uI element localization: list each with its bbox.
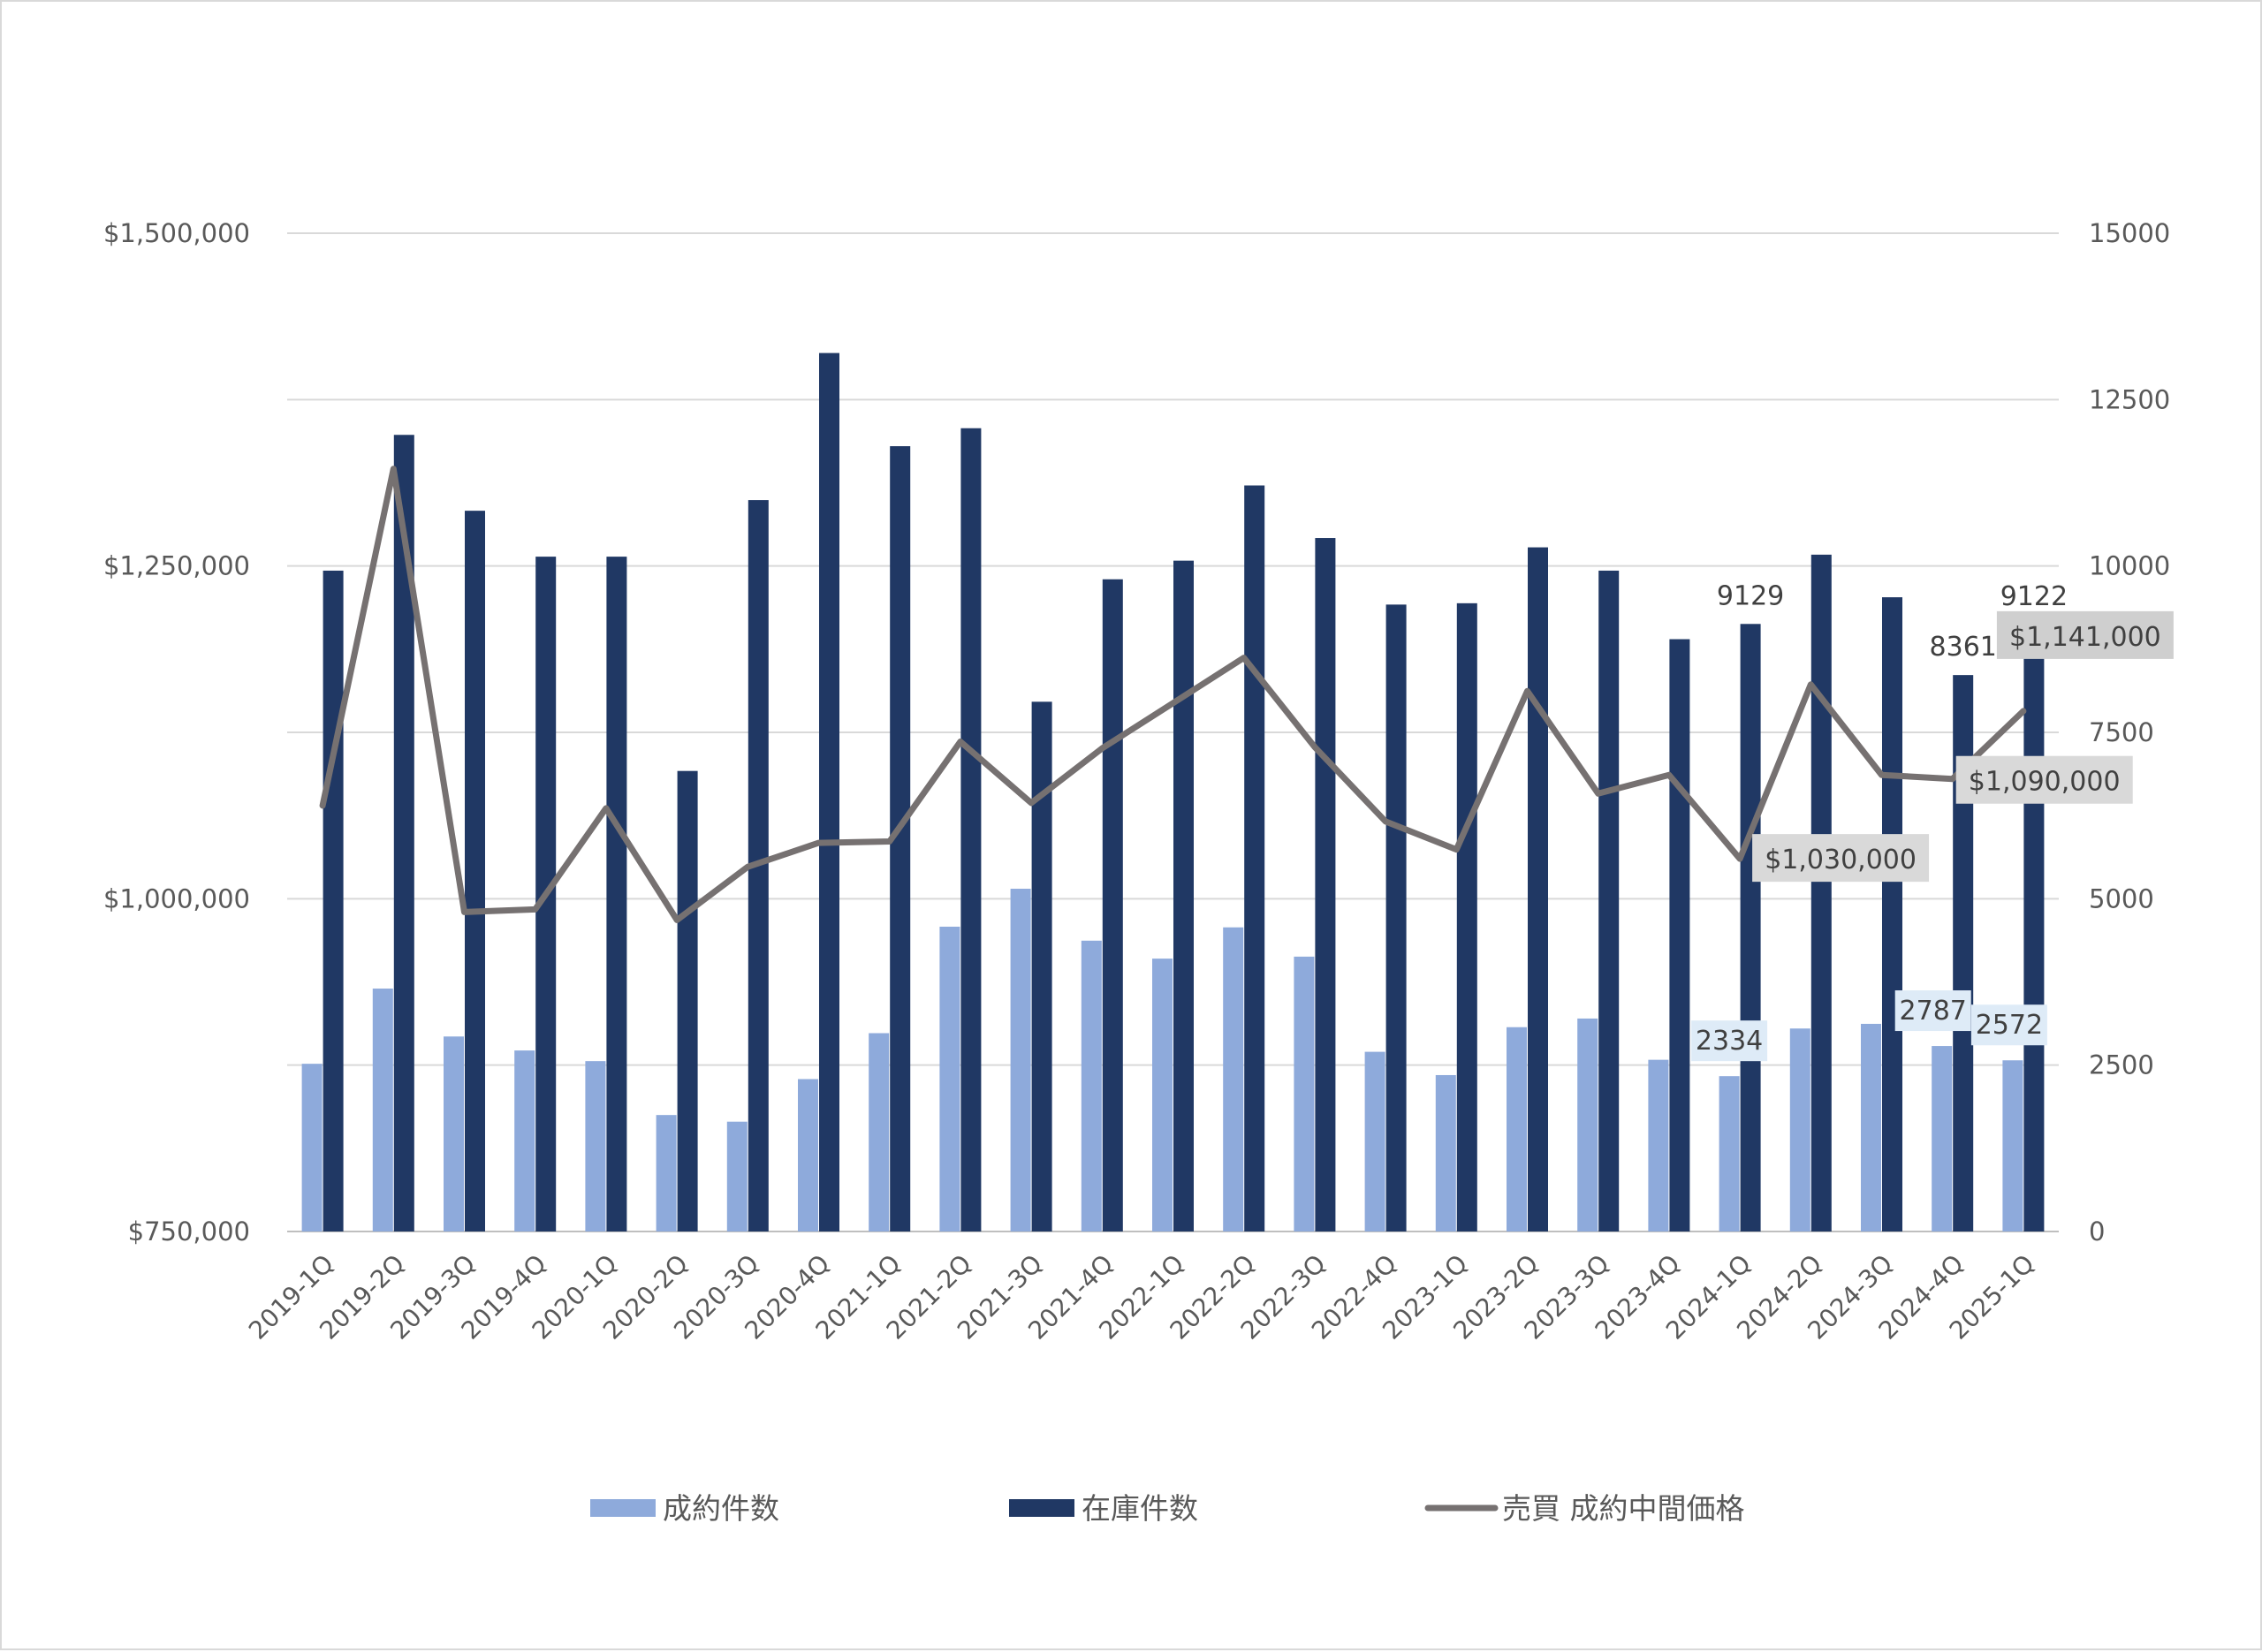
data-label-deals: 2334 bbox=[1696, 1026, 1763, 1057]
y-right-tick-label: 2500 bbox=[2089, 1050, 2154, 1080]
data-label-deals: 2572 bbox=[1976, 1010, 2043, 1041]
bar-deals bbox=[1435, 1074, 1456, 1231]
price-line bbox=[319, 466, 2027, 923]
bar-deals bbox=[1507, 1027, 1527, 1231]
bar-inventory bbox=[1031, 701, 1052, 1231]
y-right-tick-label: 15000 bbox=[2089, 218, 2170, 248]
data-label-box bbox=[1691, 1020, 1768, 1062]
price-label-box bbox=[1752, 834, 1930, 883]
bar-deals bbox=[1932, 1046, 1953, 1231]
y-right-tick-label: 12500 bbox=[2089, 384, 2170, 414]
bar-deals bbox=[1294, 956, 1315, 1231]
legend-label-price: 売買 成約中間価格 bbox=[1502, 1491, 1745, 1526]
bar-inventory bbox=[819, 352, 839, 1232]
y-right-tick-label: 10000 bbox=[2089, 551, 2170, 581]
bar-inventory bbox=[1740, 624, 1761, 1231]
y-right-tick-label: 0 bbox=[2089, 1216, 2105, 1247]
data-label-inventory: 9122 bbox=[2000, 581, 2068, 612]
bar-deals bbox=[1789, 1028, 1810, 1231]
bar-inventory bbox=[1385, 604, 1407, 1231]
bar-deals bbox=[301, 1064, 323, 1231]
y-right-tick-label: 7500 bbox=[2089, 717, 2154, 747]
y-left-tick-label: $1,500,000 bbox=[103, 218, 250, 248]
bar-inventory bbox=[1882, 597, 1902, 1231]
legend-swatch-deals bbox=[590, 1499, 656, 1517]
bar-deals bbox=[514, 1050, 535, 1231]
data-label-price: $1,141,000 bbox=[2009, 622, 2161, 653]
bar-inventory bbox=[606, 557, 627, 1231]
bar-inventory bbox=[465, 511, 485, 1231]
bar-deals bbox=[726, 1121, 748, 1231]
bar-deals bbox=[585, 1061, 606, 1231]
bar-inventory bbox=[1244, 485, 1265, 1231]
data-label-inventory: 8361 bbox=[1930, 632, 1997, 663]
bar-inventory bbox=[323, 570, 344, 1231]
bar-inventory bbox=[1456, 602, 1477, 1231]
bar-deals bbox=[1719, 1076, 1740, 1231]
bar-deals bbox=[1577, 1018, 1598, 1231]
bar-deals bbox=[869, 1033, 890, 1231]
bar-inventory bbox=[677, 770, 698, 1231]
y-left-tick-label: $1,250,000 bbox=[103, 551, 250, 581]
bar-inventory bbox=[890, 446, 911, 1232]
bar-inventory bbox=[1102, 579, 1123, 1231]
bar-inventory bbox=[393, 435, 414, 1231]
bar-deals bbox=[939, 926, 960, 1231]
bar-deals bbox=[1861, 1023, 1881, 1231]
bar-deals bbox=[1223, 927, 1244, 1231]
bar-deals bbox=[444, 1036, 464, 1231]
data-label-price: $1,030,000 bbox=[1765, 845, 1917, 875]
legend-swatch-inventory bbox=[1009, 1499, 1074, 1517]
bar-inventory bbox=[1598, 570, 1620, 1231]
bar-inventory bbox=[960, 428, 982, 1231]
price-label-box bbox=[1996, 610, 2174, 659]
price-label-box bbox=[1955, 755, 2133, 804]
bar-deals bbox=[1010, 889, 1031, 1231]
bar-deals bbox=[1152, 959, 1173, 1231]
y-right-tick-label: 5000 bbox=[2089, 883, 2154, 913]
y-left-tick-label: $1,000,000 bbox=[103, 883, 250, 913]
bar-deals bbox=[656, 1115, 677, 1231]
y-left-tick-label: $750,000 bbox=[128, 1216, 250, 1247]
bar-inventory bbox=[1810, 554, 1832, 1231]
bar-deals bbox=[1081, 940, 1102, 1231]
data-label-deals: 2787 bbox=[1900, 996, 1967, 1027]
data-label-box bbox=[1894, 990, 1971, 1032]
bar-inventory bbox=[1669, 639, 1690, 1231]
bar-deals bbox=[372, 989, 393, 1231]
data-label-inventory: 9129 bbox=[1717, 580, 1784, 611]
data-label-price: $1,090,000 bbox=[1969, 767, 2121, 798]
bar-inventory bbox=[1528, 547, 1548, 1231]
legend-label-inventory: 在庫件数 bbox=[1082, 1491, 1198, 1526]
data-label-box bbox=[1970, 1004, 2047, 1046]
bar-inventory bbox=[1315, 538, 1336, 1231]
legend-label-deals: 成約件数 bbox=[663, 1491, 779, 1526]
bar-deals bbox=[1364, 1051, 1385, 1231]
bar-deals bbox=[798, 1079, 818, 1231]
bar-inventory bbox=[1173, 560, 1194, 1231]
bar-deals bbox=[1648, 1059, 1669, 1231]
bar-inventory bbox=[1953, 675, 1974, 1231]
bar-inventory bbox=[2023, 624, 2045, 1231]
bar-deals bbox=[2002, 1060, 2023, 1231]
